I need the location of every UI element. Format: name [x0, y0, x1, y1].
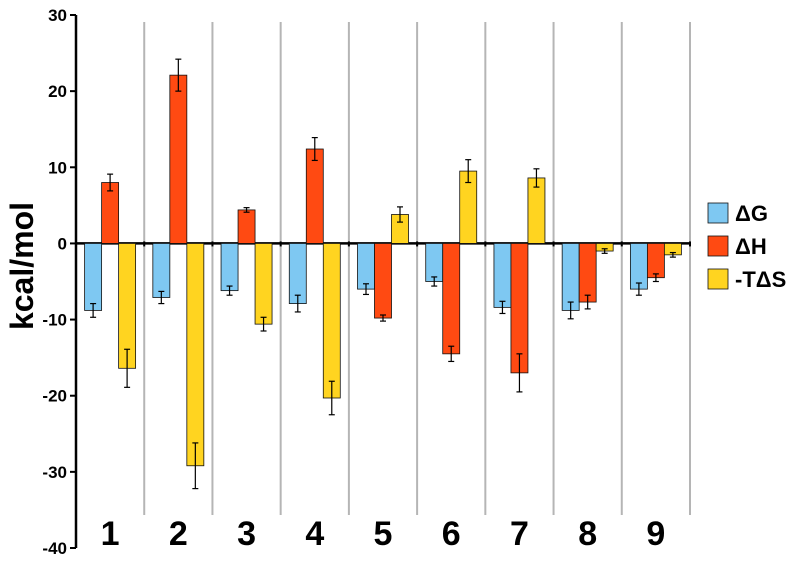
bar: [84, 243, 103, 311]
bar: [254, 243, 273, 325]
category-separators: [143, 22, 691, 515]
bar: [186, 243, 205, 467]
bar: [493, 243, 512, 308]
error-bars: [90, 58, 676, 490]
legend-swatch: [707, 235, 729, 257]
bar: [220, 243, 239, 292]
y-tick-label: 30: [48, 6, 67, 25]
legend: ΔG ΔH -TΔS: [707, 201, 786, 292]
bar: [527, 177, 546, 244]
y-axis-title: kcal/mol: [4, 202, 40, 330]
x-category-label: 3: [237, 515, 256, 553]
x-category-labels: 1 2 3 4 5 6 7 8 9: [101, 515, 666, 553]
y-tick-labels: 30 20 10 0 -10 -20 -30 -40: [42, 6, 67, 558]
legend-label: ΔH: [735, 234, 767, 259]
bar: [425, 243, 444, 282]
bar: [374, 243, 392, 319]
bar: [152, 243, 171, 298]
x-category-label: 6: [442, 515, 461, 553]
y-tick-label: 10: [48, 158, 67, 177]
y-tick-label: 20: [48, 82, 67, 101]
y-tick-label: -20: [42, 387, 67, 406]
legend-swatch: [707, 268, 729, 290]
legend-label: -TΔS: [735, 267, 786, 292]
bar: [357, 243, 375, 290]
x-category-label: 8: [578, 515, 597, 553]
x-category-label: 7: [510, 515, 529, 553]
bars: [84, 74, 682, 467]
y-tick-label: -10: [42, 311, 67, 330]
y-tick-label: -30: [42, 463, 67, 482]
bar: [237, 209, 256, 244]
bar: [578, 243, 597, 303]
bar: [288, 243, 307, 304]
bar: [561, 243, 580, 311]
bar: [101, 182, 120, 244]
x-category-label: 1: [101, 515, 120, 553]
bar: [305, 148, 324, 244]
legend-swatch: [707, 202, 729, 224]
x-category-label: 5: [374, 515, 393, 553]
bar: [169, 74, 188, 244]
y-tick-label: 0: [58, 234, 67, 253]
legend-label: ΔG: [735, 201, 768, 226]
x-category-label: 2: [169, 515, 188, 553]
bar: [629, 243, 648, 290]
x-category-label: 4: [305, 515, 324, 553]
bar: [322, 243, 341, 399]
bar: [646, 243, 665, 279]
y-tick-label: -40: [42, 539, 67, 558]
x-category-label: 9: [646, 515, 665, 553]
bar: [442, 243, 461, 355]
